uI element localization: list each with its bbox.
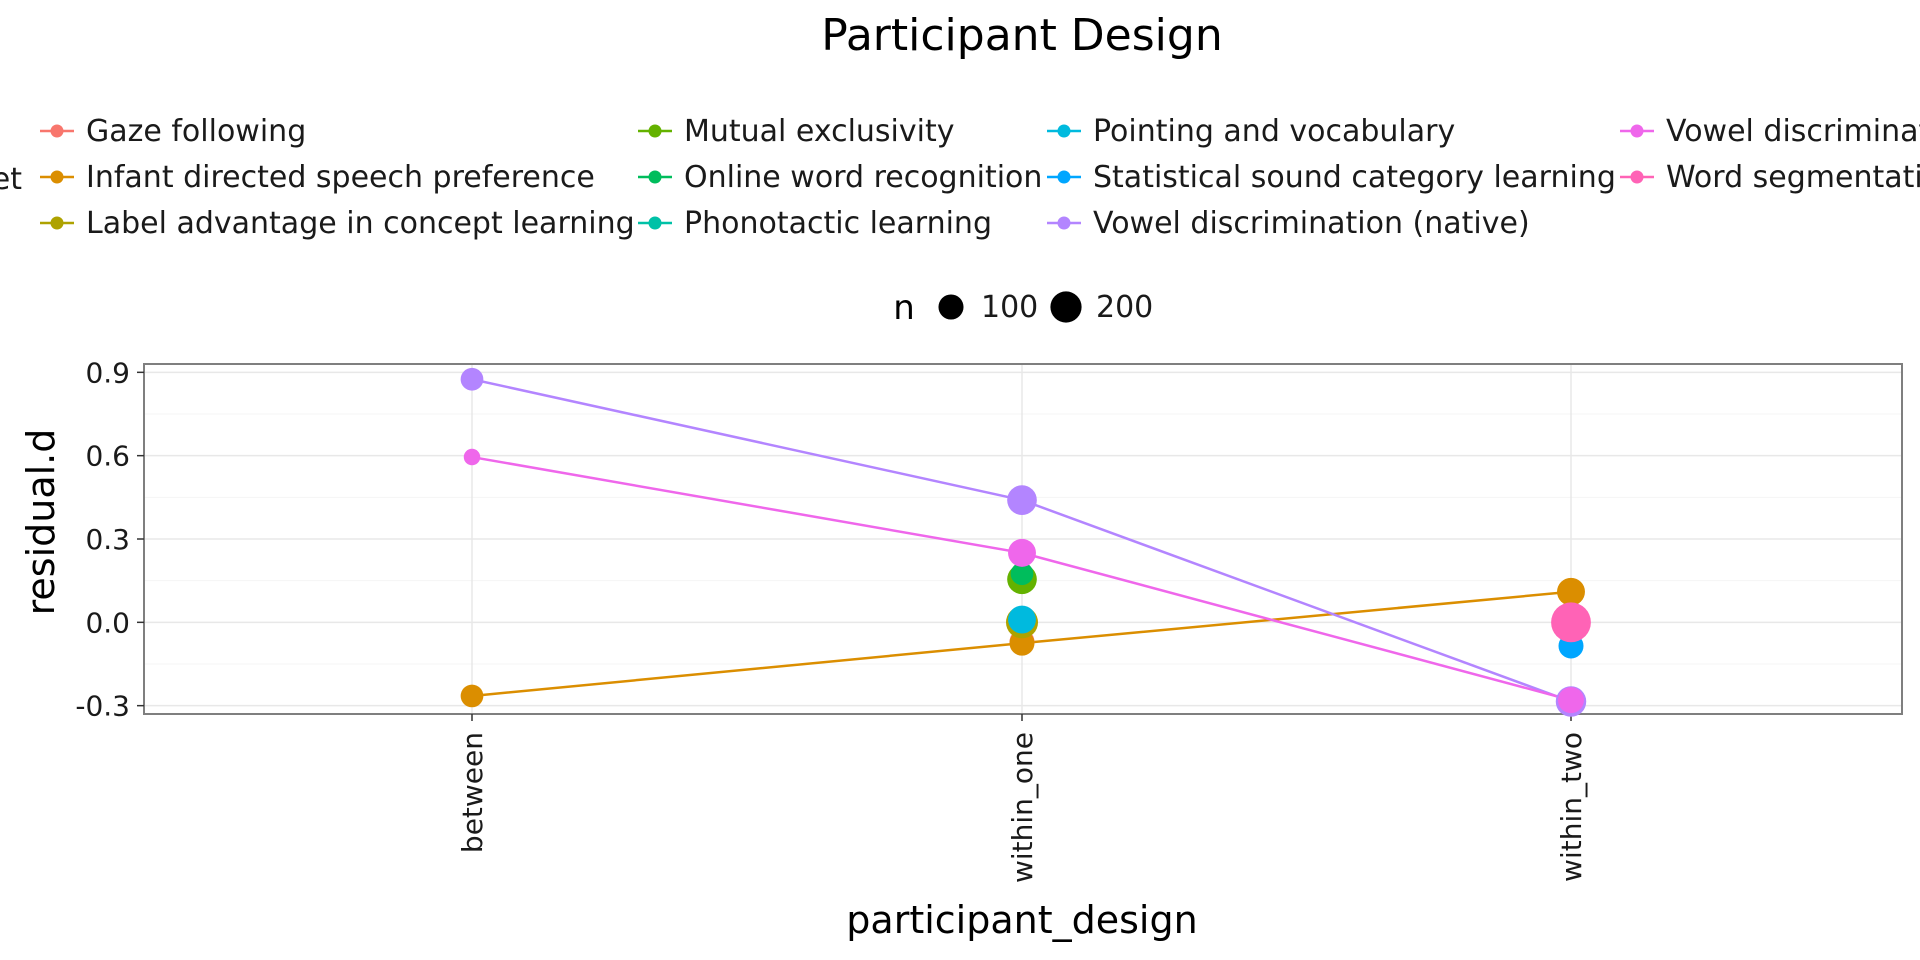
- x-tick-label: within_two: [1555, 732, 1588, 882]
- legend-key-point: [1057, 170, 1071, 184]
- y-tick-label: 0.6: [85, 440, 130, 473]
- data-point: [460, 684, 484, 708]
- legend-label: Vowel discrimination (native): [1093, 206, 1530, 241]
- legend-label: Gaze following: [86, 114, 306, 149]
- legend-key-point: [50, 170, 64, 184]
- x-axis-title: participant_design: [846, 898, 1197, 942]
- chart-title: Participant Design: [821, 10, 1222, 61]
- legend-label: Online word recognition: [684, 160, 1042, 195]
- data-point: [1551, 602, 1591, 643]
- legend-key-point: [50, 216, 64, 230]
- size-legend-key: [1050, 291, 1082, 323]
- size-legend-label: 100: [981, 290, 1038, 325]
- legend-label: Mutual exclusivity: [684, 114, 955, 149]
- y-tick-label: -0.3: [75, 690, 130, 723]
- data-point: [1007, 485, 1037, 515]
- legend-key-point: [1630, 124, 1644, 138]
- y-axis-title: residual.d: [19, 429, 63, 616]
- size-legend: 100 200: [938, 290, 1153, 325]
- axes: -0.3 0.0 0.3 0.6 0.9 between within_one within_…: [75, 356, 1903, 883]
- legend-label: Statistical sound category learning: [1093, 160, 1616, 195]
- legend-label: Phonotactic learning: [684, 206, 992, 241]
- y-tick-label: 0.3: [85, 523, 130, 556]
- y-tick-label: 0.0: [85, 606, 130, 639]
- legend-key-point: [50, 124, 64, 138]
- legend-title-fragment: et: [0, 162, 22, 197]
- points: [460, 367, 1591, 717]
- x-tick-label: within_one: [1006, 732, 1039, 883]
- size-legend-title: n: [893, 288, 915, 328]
- legend-key-point: [1630, 170, 1644, 184]
- legend-label: Label advantage in concept learning: [86, 206, 635, 241]
- data-point: [1010, 562, 1034, 586]
- color-legend: Gaze following Infant directed speech pre…: [40, 114, 1920, 241]
- data-point: [460, 367, 484, 391]
- legend-key-point: [1057, 124, 1071, 138]
- data-point: [463, 448, 481, 466]
- legend-key-point: [648, 216, 662, 230]
- legend-key-point: [648, 170, 662, 184]
- x-tick-label: between: [456, 732, 489, 853]
- legend-label: Infant directed speech preference: [86, 160, 595, 195]
- data-point: [1008, 605, 1036, 634]
- y-tick-label: 0.9: [85, 356, 130, 389]
- data-point: [1557, 687, 1585, 714]
- legend-label: Vowel discriminat: [1666, 114, 1920, 149]
- size-legend-key: [938, 294, 964, 320]
- data-point: [1557, 577, 1585, 606]
- data-point: [1008, 538, 1036, 567]
- legend-label: Word segmentati: [1666, 160, 1920, 195]
- legend-key-point: [648, 124, 662, 138]
- size-legend-label: 200: [1096, 290, 1153, 325]
- legend-key-point: [1057, 216, 1071, 230]
- legend-label: Pointing and vocabulary: [1093, 114, 1455, 149]
